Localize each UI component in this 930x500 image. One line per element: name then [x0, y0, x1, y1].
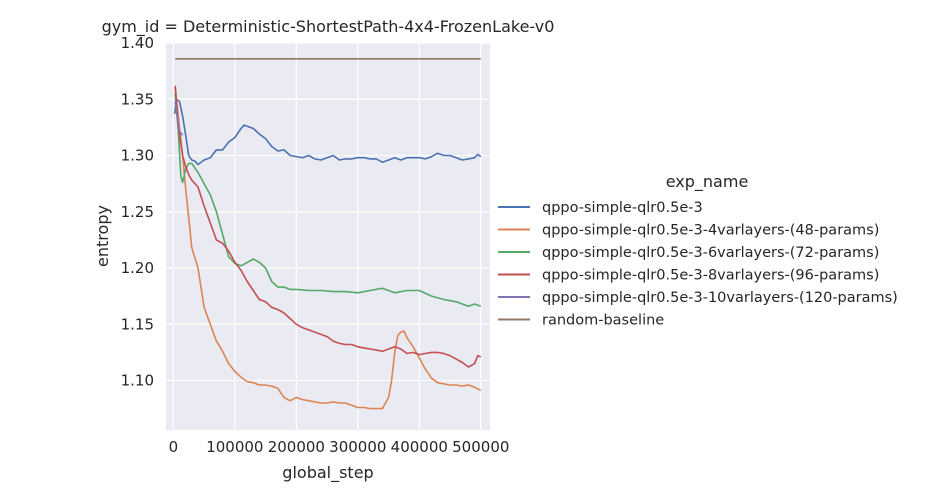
legend-label-4: qppo-simple-qlr0.5e-3-10varlayers-(120-p… — [542, 290, 898, 306]
legend-label-0: qppo-simple-qlr0.5e-3 — [542, 200, 703, 216]
y-tick-label: 1.25 — [121, 203, 154, 221]
legend-label-5: random-baseline — [542, 313, 664, 329]
series-lines — [173, 57, 482, 410]
grid-lines — [166, 42, 490, 430]
legend: qppo-simple-qlr0.5e-3 qppo-simple-qlr0.5e… — [498, 200, 898, 329]
y-tick-label: 1.15 — [121, 315, 154, 333]
legend-label-2: qppo-simple-qlr0.5e-3-6varlayers-(72-par… — [542, 245, 879, 261]
series-line-2 — [174, 93, 482, 308]
x-tick-label: 100000 — [206, 438, 263, 456]
x-tick-label: 400000 — [391, 438, 448, 456]
legend-title: exp_name — [666, 172, 749, 192]
legend-label-3: qppo-simple-qlr0.5e-3-8varlayers-(96-par… — [542, 268, 879, 284]
y-tick-label: 1.20 — [121, 259, 154, 277]
y-tick-label: 1.35 — [121, 90, 154, 108]
x-tick-label: 200000 — [268, 438, 325, 456]
y-tick-label: 1.10 — [121, 372, 154, 390]
plot-background — [166, 43, 490, 430]
chart-title: gym_id = Deterministic-ShortestPath-4x4-… — [102, 17, 555, 37]
x-tick-label: 0 — [169, 438, 179, 456]
y-tick-labels: 1.10 1.15 1.20 1.25 1.30 1.35 1.40 — [121, 34, 154, 390]
y-tick-label: 1.40 — [121, 34, 154, 52]
series-line-1 — [174, 87, 482, 410]
y-tick-label: 1.30 — [121, 147, 154, 165]
series-line-3 — [174, 85, 482, 368]
series-line-0 — [173, 98, 482, 166]
legend-label-1: qppo-simple-qlr0.5e-3-4varlayers-(48-par… — [542, 223, 879, 239]
x-tick-label: 300000 — [329, 438, 386, 456]
series-line-4 — [174, 101, 184, 136]
x-tick-label: 500000 — [452, 438, 509, 456]
x-tick-labels: 0 100000 200000 300000 400000 500000 — [169, 438, 510, 456]
x-axis-label: global_step — [282, 463, 373, 483]
y-axis-label: entropy — [93, 205, 112, 267]
